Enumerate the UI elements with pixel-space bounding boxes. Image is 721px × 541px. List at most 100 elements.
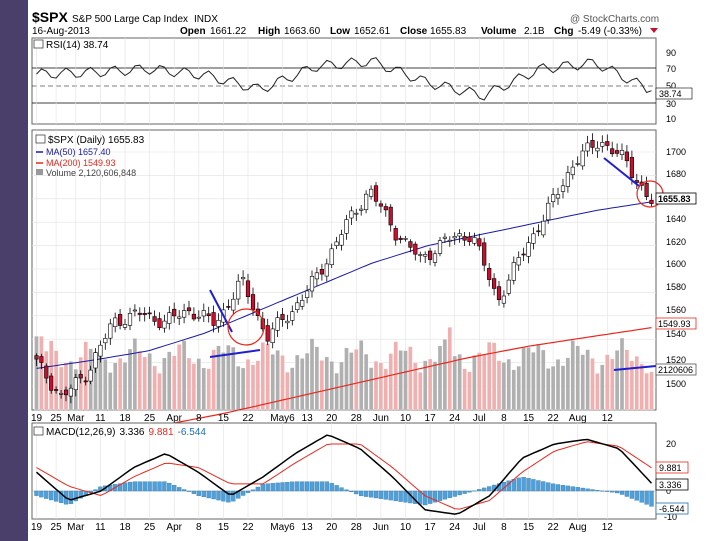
- rsi-tick-70: 70: [666, 64, 676, 74]
- volume-bar: [595, 373, 600, 411]
- date-tick-label: May6: [270, 413, 295, 424]
- volume-bar: [457, 353, 462, 411]
- candle-body: [132, 309, 137, 312]
- candle-body: [634, 180, 639, 183]
- candle-body: [103, 338, 108, 344]
- chg-label: Chg: [554, 26, 573, 37]
- volume-bar: [280, 355, 285, 411]
- price-panel-icon[interactable]: [35, 134, 46, 144]
- candle-body: [236, 280, 241, 300]
- candle-body: [44, 365, 49, 379]
- volume-bar: [536, 343, 541, 411]
- candle-body: [427, 250, 433, 260]
- volume-bar: [231, 346, 236, 411]
- volume-bar: [255, 360, 261, 411]
- macd-hist-bar: [147, 481, 152, 492]
- macd-hist-bar: [644, 490, 649, 505]
- volume-bar: [526, 347, 531, 411]
- down-arrow-icon: [650, 28, 658, 33]
- volume-bar: [142, 356, 147, 411]
- volume-bar: [127, 348, 133, 411]
- macd-hist-bar: [619, 490, 625, 495]
- date-tick-label: May6: [270, 522, 295, 533]
- date-tick-label: 17: [425, 522, 437, 533]
- macd-line-tag: [655, 478, 689, 491]
- macd-hist-bar: [319, 481, 325, 492]
- volume-bar: [53, 350, 59, 411]
- candle-body: [506, 279, 511, 294]
- macd-hist-bar: [211, 490, 216, 500]
- candle-body: [546, 202, 551, 221]
- exchange-label: INDX: [194, 14, 218, 25]
- volume-bar: [550, 366, 556, 411]
- volume-bar: [472, 355, 477, 411]
- ma50-line: [36, 201, 652, 369]
- date-tick-label: 22: [242, 413, 254, 424]
- candle-body: [536, 230, 541, 233]
- macd-hist-bar: [226, 490, 231, 503]
- candle-body: [118, 314, 123, 326]
- volume-tick-1b: 1B: [28, 384, 30, 394]
- date-tick-label: 15: [218, 413, 230, 424]
- low-label: Low: [330, 26, 350, 37]
- macd-hist-bar: [172, 485, 177, 492]
- macd-hist-bar: [78, 490, 83, 499]
- volume-bar: [437, 345, 443, 411]
- candle-body: [201, 310, 206, 317]
- macd-hist-bar: [403, 490, 408, 503]
- candle-body: [142, 312, 147, 315]
- macd-hist-bar: [541, 481, 546, 492]
- volume-bar: [624, 349, 630, 411]
- volume-bar: [270, 354, 275, 411]
- volume-bar: [58, 366, 64, 411]
- macd-hist-bar: [265, 483, 270, 492]
- candle-body: [196, 316, 201, 319]
- macd-hist-bar: [452, 490, 457, 497]
- macd-panel-icon[interactable]: [33, 426, 44, 436]
- date-tick-label: 22: [242, 522, 254, 533]
- macd-hist-bar: [157, 481, 162, 492]
- candle-body: [472, 237, 477, 244]
- volume-bar: [555, 359, 561, 411]
- volume-bar: [560, 365, 566, 411]
- volume-bar: [196, 358, 201, 411]
- volume-bar: [226, 344, 231, 411]
- macd-hist-bar: [93, 489, 98, 492]
- volume-value: 2.1B: [524, 26, 545, 37]
- candle-body: [555, 194, 561, 199]
- candle-body: [526, 242, 531, 257]
- quote-bar: Open 1661.22 High 1663.60 Low 1652.61 Cl…: [180, 26, 658, 37]
- rsi-panel-icon[interactable]: [33, 39, 44, 49]
- volume-bar: [132, 338, 138, 411]
- volume-bar: [452, 355, 457, 411]
- date-tick-label: 17: [425, 413, 437, 424]
- macd-hist-bar: [516, 477, 521, 492]
- price-tick-1540: 1540: [666, 329, 686, 339]
- macd-hist-bar: [487, 486, 492, 492]
- date-tick-label: 8: [501, 522, 507, 533]
- volume-bar: [304, 352, 310, 411]
- macd-hist-bar: [531, 479, 536, 492]
- low-value: 1652.61: [354, 26, 391, 37]
- candle-body: [447, 239, 452, 242]
- candle-body: [285, 320, 290, 324]
- candle-body: [108, 323, 113, 339]
- volume-bar: [290, 367, 295, 411]
- candle-body: [314, 272, 320, 280]
- macd-hist-bar: [275, 482, 280, 492]
- volume-tick-2b: 2B: [28, 366, 30, 376]
- volume-bar: [432, 361, 438, 411]
- macd-hist-tag: [655, 502, 689, 515]
- volume-bar: [580, 354, 585, 411]
- volume-tag: [655, 363, 697, 376]
- candle-body: [182, 310, 187, 318]
- macd-tick-minus10: -10: [664, 512, 677, 522]
- volume-bar: [506, 358, 511, 411]
- volume-bar: [565, 357, 571, 411]
- macd-histogram: [34, 477, 654, 507]
- volume-bar: [418, 372, 423, 411]
- volume-bar: [108, 372, 113, 411]
- candle-body: [624, 151, 629, 162]
- volume-bar: [368, 367, 374, 411]
- macd-hist-bar: [595, 490, 600, 492]
